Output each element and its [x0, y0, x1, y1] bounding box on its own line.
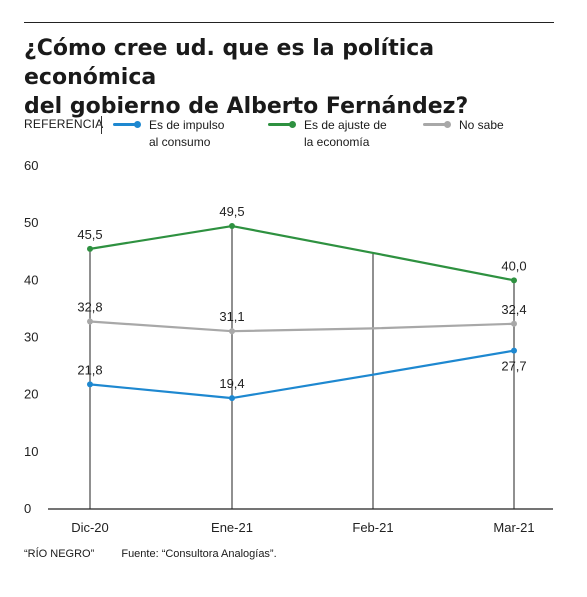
- x-tick-label: Dic-20: [71, 520, 109, 535]
- legend-swatch-no-sabe: [423, 121, 451, 128]
- y-tick-label: 60: [24, 158, 38, 173]
- chart-title: ¿Cómo cree ud. que es la política económ…: [24, 34, 564, 121]
- data-point: [511, 320, 517, 327]
- y-tick-label: 20: [24, 387, 38, 402]
- legend-text-no-sabe-1: No sabe: [459, 118, 504, 132]
- legend-swatch-ajuste: [268, 121, 296, 128]
- y-tick-label: 40: [24, 272, 38, 287]
- data-point: [87, 381, 93, 388]
- data-label: 32,4: [501, 302, 526, 317]
- data-label: 21,8: [77, 362, 102, 377]
- legend-separator: [101, 116, 102, 134]
- y-tick-label: 50: [24, 215, 38, 230]
- legend-text-impulso-1: Es de impulso: [149, 118, 225, 132]
- series-line: [89, 349, 515, 400]
- x-tick-label: Feb-21: [352, 520, 393, 535]
- y-tick-label: 0: [24, 501, 31, 516]
- data-label: 49,5: [219, 204, 244, 219]
- x-tick-label: Ene-21: [211, 520, 253, 535]
- data-label: 45,5: [77, 227, 102, 242]
- legend-text-ajuste-2: la economía: [304, 135, 370, 149]
- legend-swatch-impulso: [113, 121, 141, 128]
- data-label: 31,1: [219, 309, 244, 324]
- data-label: 32,8: [77, 299, 102, 314]
- legend-text-ajuste-1: Es de ajuste de: [304, 118, 387, 132]
- data-point: [87, 318, 93, 325]
- data-point: [87, 245, 93, 252]
- data-point: [229, 328, 235, 335]
- footer-brand: “RÍO NEGRO”: [24, 548, 95, 560]
- series-line: [89, 320, 515, 333]
- top-rule: [24, 22, 554, 23]
- x-tick-label: Mar-21: [493, 520, 534, 535]
- y-tick-label: 10: [24, 444, 38, 459]
- footer-source: Fuente: “Consultora Analogías”.: [121, 548, 277, 560]
- data-point: [229, 223, 235, 230]
- data-label: 19,4: [219, 376, 244, 391]
- legend-text-impulso-2: al consumo: [149, 135, 211, 149]
- y-tick-label: 30: [24, 330, 38, 345]
- footer: “RÍO NEGRO” Fuente: “Consultora Analogía…: [24, 548, 277, 560]
- legend-label: REFERENCIA: [24, 117, 104, 131]
- data-label: 27,7: [501, 359, 526, 374]
- series-line: [89, 224, 515, 282]
- chart-title-line-1: ¿Cómo cree ud. que es la política económ…: [24, 36, 435, 90]
- data-label: 40,0: [501, 258, 526, 273]
- data-point: [511, 347, 517, 354]
- data-point: [229, 395, 235, 402]
- chart-title-line-2: del gobierno de Alberto Fernández?: [24, 94, 469, 119]
- data-point: [511, 277, 517, 284]
